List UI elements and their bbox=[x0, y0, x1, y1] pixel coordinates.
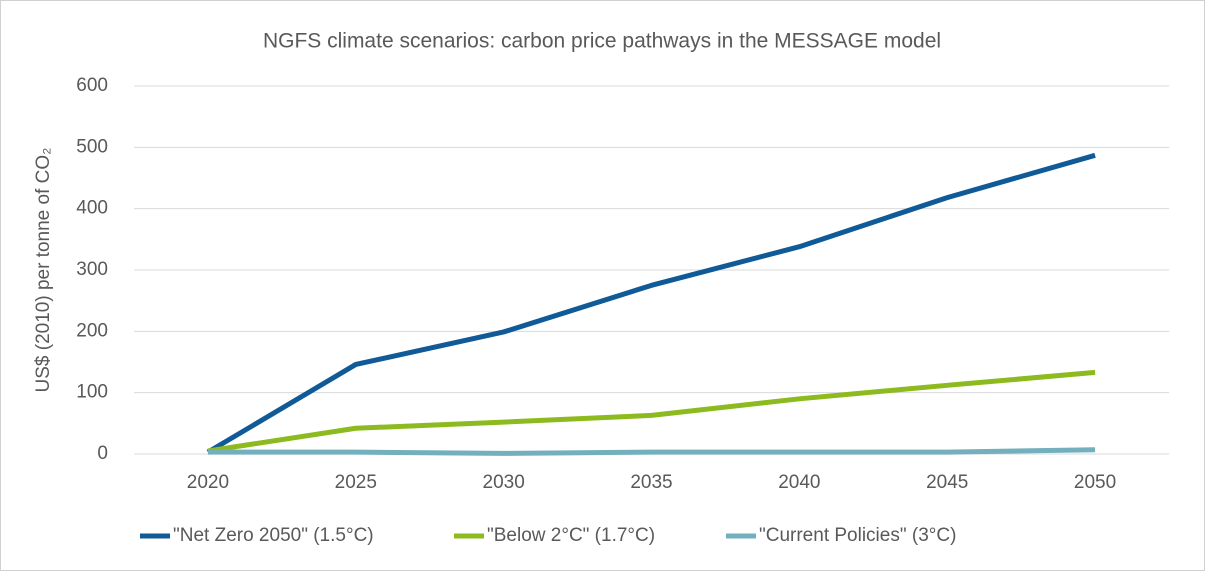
x-tick-label: 2025 bbox=[335, 472, 377, 493]
series-line bbox=[207, 369, 1096, 454]
x-tick-label: 2050 bbox=[1074, 472, 1116, 493]
chart-title: NGFS climate scenarios: carbon price pat… bbox=[263, 30, 941, 53]
series-line bbox=[206, 152, 1096, 455]
y-tick-label: 600 bbox=[76, 75, 108, 96]
y-tick-label: 100 bbox=[76, 382, 108, 403]
x-tick-label: 2045 bbox=[926, 472, 968, 493]
legend-label: "Below 2°C" (1.7°C) bbox=[487, 525, 655, 546]
series-line bbox=[207, 447, 1096, 456]
x-tick-label: 2020 bbox=[187, 472, 229, 493]
x-tick-label: 2035 bbox=[630, 472, 672, 493]
legend-label: "Current Policies" (3°C) bbox=[759, 525, 956, 546]
legend-label: "Net Zero 2050" (1.5°C) bbox=[173, 525, 374, 546]
y-tick-label: 0 bbox=[97, 443, 108, 464]
y-tick-label: 200 bbox=[76, 320, 108, 341]
y-tick-label: 400 bbox=[76, 198, 108, 219]
y-tick-label: 500 bbox=[76, 136, 108, 157]
x-tick-label: 2040 bbox=[778, 472, 820, 493]
y-tick-label: 300 bbox=[76, 259, 108, 280]
x-tick-label: 2030 bbox=[483, 472, 525, 493]
y-axis-label: US$ (2010) per tonne of CO₂ bbox=[33, 147, 54, 392]
